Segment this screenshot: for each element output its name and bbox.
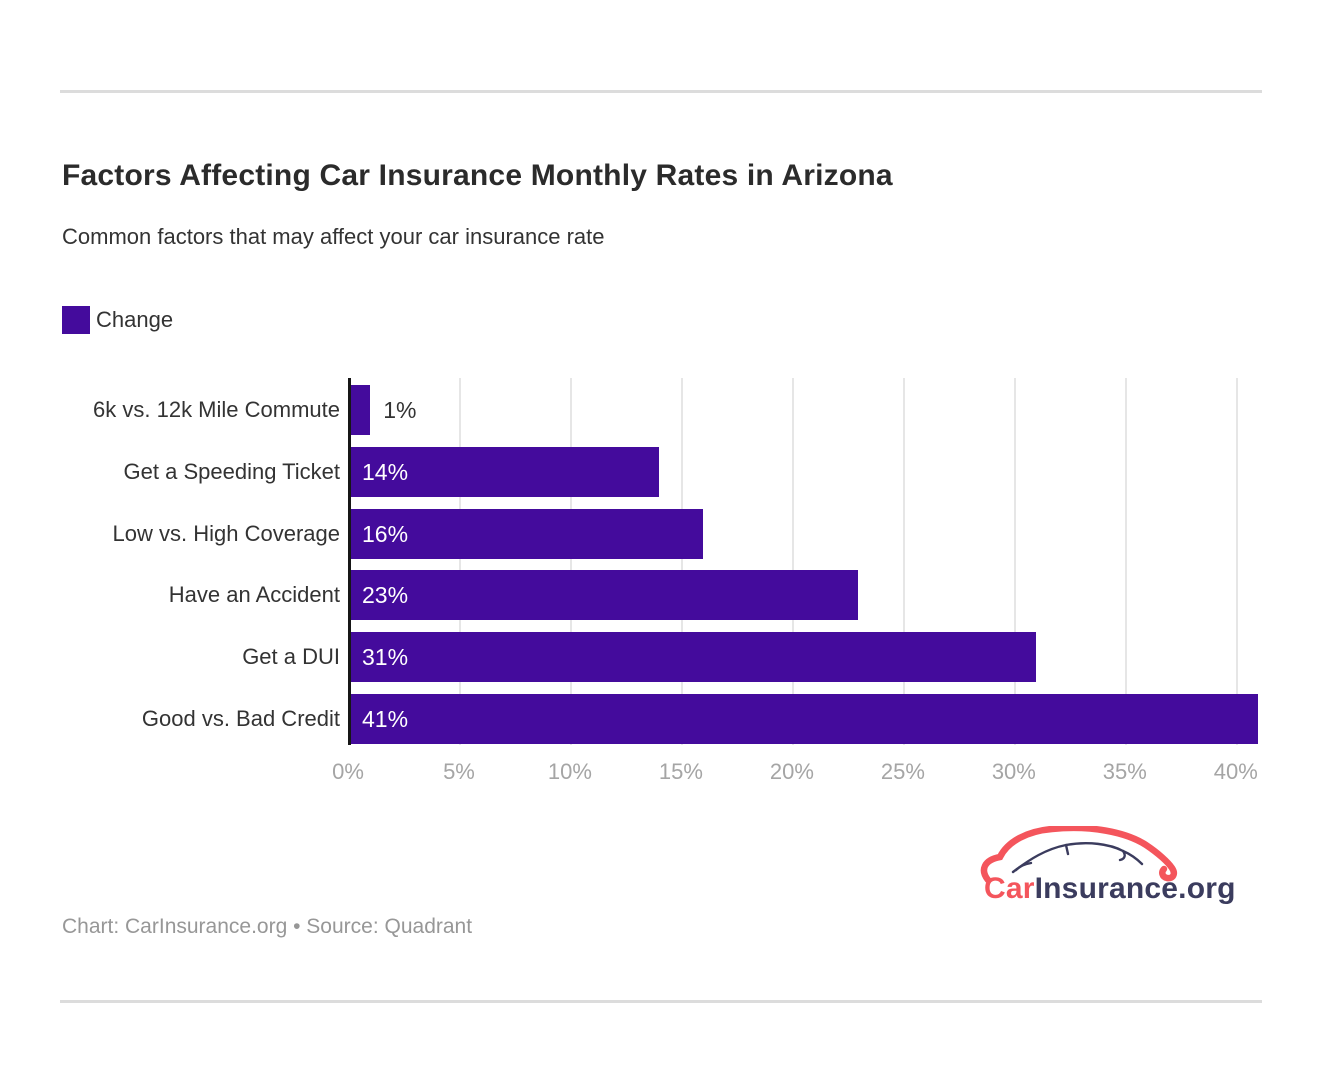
legend-label: Change (96, 307, 174, 332)
bottom-divider (60, 1000, 1262, 1003)
x-tick-label: 15% (658, 759, 703, 784)
gridline (458, 378, 461, 745)
chart-subtitle: Common factors that may affect your car … (62, 224, 605, 249)
category-axis-labels: 6k vs. 12k Mile Commute Get a Speeding Ti… (62, 0, 340, 1084)
gridline (1013, 378, 1016, 745)
bar (348, 632, 1037, 683)
bar-value-label: 16% (362, 520, 409, 547)
gridline (680, 378, 683, 745)
bar (348, 385, 371, 435)
logo-insurance-text: Insurance (1034, 872, 1179, 905)
category-label: Get a DUI (242, 644, 340, 670)
logo-org-text: .org (1178, 872, 1236, 905)
plot-area: 1% 14% 16% 23% 31% 41% (348, 378, 1260, 745)
bar (348, 508, 704, 559)
logo-wordmark: CarInsurance.org (984, 872, 1236, 906)
category-label: 6k vs. 12k Mile Commute (93, 397, 340, 422)
bar-value-label: 1% (383, 397, 417, 423)
x-tick-label: 25% (880, 759, 925, 784)
x-tick-label: 20% (769, 759, 814, 784)
gridline (569, 378, 572, 745)
gridline (1124, 378, 1127, 745)
bar (348, 694, 1258, 744)
x-tick-label: 30% (991, 759, 1036, 784)
category-label: Low vs. High Coverage (112, 520, 340, 546)
bar-value-label: 31% (362, 644, 409, 671)
car-outline-icon (980, 826, 1178, 884)
chart-credit: Chart: CarInsurance.org • Source: Quadra… (62, 915, 473, 938)
legend-swatch (62, 306, 90, 334)
gridline (791, 378, 794, 745)
x-tick-label: 40% (1213, 759, 1258, 784)
gridline (1235, 378, 1238, 745)
x-tick-label: 35% (1102, 759, 1147, 784)
x-axis-tick-labels: 0% 5% 10% 15% 20% 25% 30% 35% 40% (332, 759, 1260, 786)
bar (348, 446, 659, 497)
chart-title: Factors Affecting Car Insurance Monthly … (62, 159, 893, 192)
zero-axis-line (348, 378, 351, 745)
x-tick-label: 5% (443, 759, 475, 784)
x-tick-label: 0% (332, 759, 364, 784)
logo-car-text: Car (984, 872, 1035, 905)
top-divider (60, 90, 1262, 93)
carinsurance-logo: CarInsurance.org (980, 826, 1235, 905)
bar-value-label: 41% (362, 706, 409, 732)
bar-value-label: 23% (362, 582, 409, 609)
category-label: Get a Speeding Ticket (123, 458, 340, 484)
category-label: Good vs. Bad Credit (141, 706, 340, 731)
category-label: Have an Accident (168, 582, 340, 608)
gridline (902, 378, 905, 745)
bar-value-label: 14% (362, 458, 409, 485)
bar (348, 570, 859, 621)
x-tick-label: 10% (547, 759, 592, 784)
